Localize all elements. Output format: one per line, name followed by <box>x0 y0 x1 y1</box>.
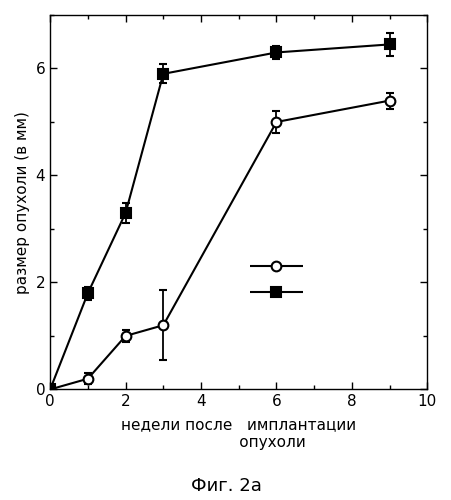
X-axis label: недели после   имплантации
              опухоли: недели после имплантации опухоли <box>121 418 355 450</box>
Text: Фиг. 2a: Фиг. 2a <box>190 477 261 495</box>
Y-axis label: размер опухоли (в мм): размер опухоли (в мм) <box>15 111 30 294</box>
